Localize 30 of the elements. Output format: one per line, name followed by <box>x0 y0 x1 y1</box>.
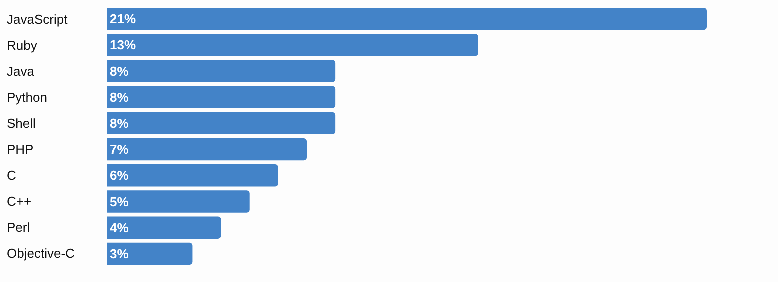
y-tick-label: PHP <box>7 142 34 157</box>
data-label: 8% <box>110 90 130 105</box>
data-label: 6% <box>110 168 130 184</box>
data-label: 4% <box>110 220 130 236</box>
data-label: 5% <box>110 194 130 210</box>
bar <box>107 86 336 108</box>
data-label: 21% <box>110 12 136 27</box>
y-tick-label: Perl <box>7 220 30 235</box>
bar <box>107 216 222 239</box>
data-label: 8% <box>110 116 130 131</box>
y-tick-label: JavaScript <box>7 12 68 27</box>
data-label: 3% <box>110 246 130 262</box>
y-tick-label: Java <box>7 64 36 79</box>
bar <box>107 60 336 82</box>
y-tick-label: C <box>7 168 16 183</box>
y-tick-label: Ruby <box>7 38 38 53</box>
data-label: 7% <box>110 142 130 158</box>
bar <box>107 190 250 213</box>
y-tick-label: Shell <box>7 116 36 131</box>
data-label: 8% <box>110 64 130 79</box>
bar <box>107 164 278 187</box>
y-tick-label: Objective-C <box>7 246 75 261</box>
data-label: 13% <box>110 38 136 53</box>
bar <box>107 112 336 135</box>
y-tick-label: Python <box>7 90 48 105</box>
y-tick-label: C++ <box>7 194 32 209</box>
bar <box>107 8 707 30</box>
bar <box>107 34 478 56</box>
bar <box>107 242 193 266</box>
bar <box>107 138 307 161</box>
